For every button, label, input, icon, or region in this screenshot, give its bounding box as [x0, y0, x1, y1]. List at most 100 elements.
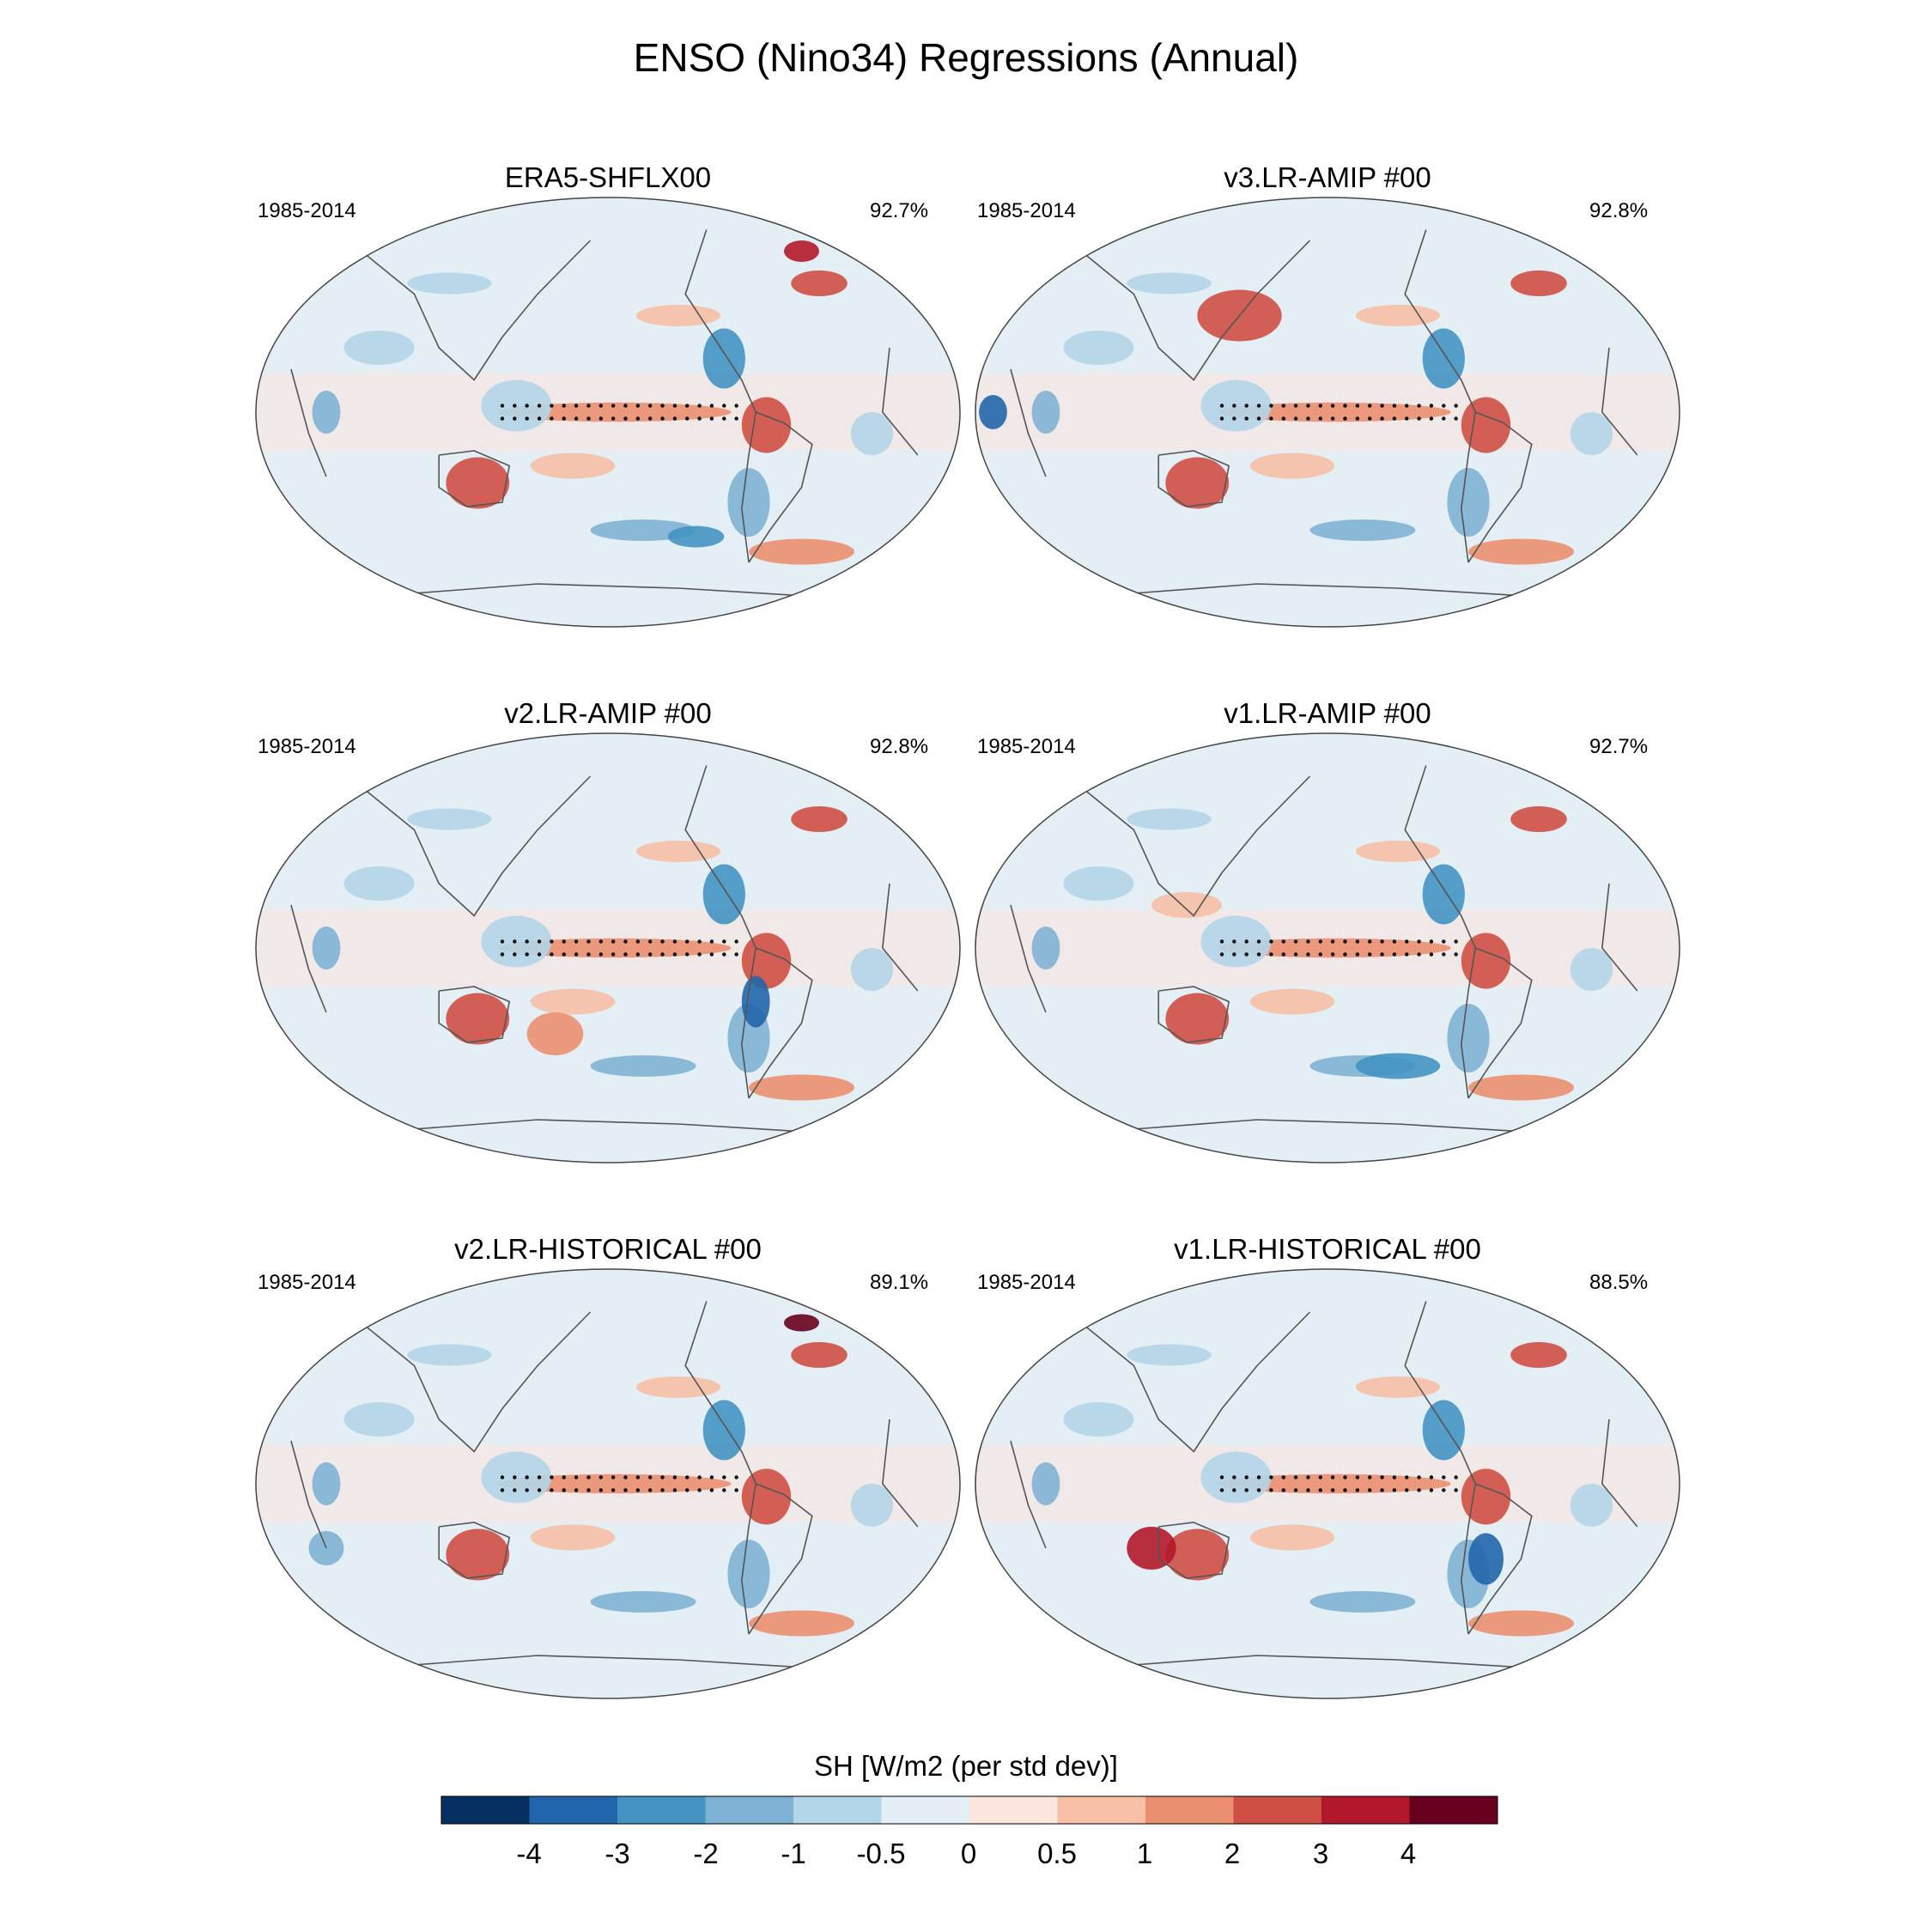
significance-dot — [1392, 952, 1397, 957]
significance-dot — [697, 1488, 702, 1492]
significance-dot — [598, 952, 603, 957]
coastline — [361, 775, 592, 917]
significance-dot — [1256, 952, 1261, 957]
anomaly-patch — [667, 526, 725, 548]
coastline — [1115, 1655, 1540, 1669]
significance-dot — [500, 1475, 505, 1479]
significance-dot — [660, 952, 665, 957]
significance-dot — [722, 404, 726, 408]
anomaly-patch — [791, 1342, 848, 1368]
significance-dot — [697, 1475, 702, 1479]
significance-dot — [648, 939, 653, 944]
significance-dot — [525, 1475, 529, 1479]
significance-dot — [1256, 1488, 1261, 1492]
colorbar-tick-label: -0.5 — [856, 1838, 906, 1869]
significance-dot — [1281, 1488, 1285, 1492]
significance-dot — [1417, 1475, 1421, 1479]
colorbar-tick-label: 2 — [1224, 1838, 1241, 1869]
significance-dot — [500, 404, 505, 408]
significance-dot — [1293, 939, 1298, 944]
significance-dot — [1281, 404, 1285, 408]
significance-dot — [1293, 416, 1298, 421]
significance-dot — [1330, 939, 1335, 944]
significance-dot — [611, 952, 616, 957]
significance-dot — [586, 1475, 591, 1479]
anomaly-patch — [1468, 1074, 1574, 1101]
significance-dot — [1318, 939, 1323, 944]
colorbar-segment — [529, 1796, 618, 1824]
panel-pct-6: 88.5% — [1589, 1271, 1649, 1294]
map-panel-5 — [255, 1268, 961, 1699]
anomaly-patch — [979, 395, 1007, 429]
colorbar-segment — [441, 1796, 530, 1824]
significance-dot — [1343, 404, 1347, 408]
anomaly-patch — [1151, 892, 1222, 918]
significance-dot — [574, 952, 579, 957]
significance-dot — [537, 404, 542, 408]
anomaly-patch — [446, 457, 510, 509]
significance-dot — [697, 952, 702, 957]
significance-dot — [1293, 1475, 1298, 1479]
significance-dot — [648, 416, 653, 421]
significance-dot — [1380, 952, 1384, 957]
significance-dot — [1306, 404, 1310, 408]
significance-dot — [672, 1475, 677, 1479]
significance-dot — [1368, 1475, 1372, 1479]
significance-dot — [1256, 939, 1261, 944]
anomaly-patch — [312, 391, 341, 434]
significance-dot — [1392, 1475, 1397, 1479]
anomaly-patch — [1570, 948, 1613, 991]
anomaly-patch — [530, 453, 616, 479]
significance-dot — [1244, 1475, 1249, 1479]
significance-dot — [697, 939, 702, 944]
map-panel-4 — [975, 732, 1680, 1163]
anomaly-patch — [791, 270, 848, 296]
significance-dot — [611, 404, 616, 408]
anomaly-patch — [784, 1314, 819, 1332]
anomaly-patch — [741, 975, 770, 1028]
significance-dot — [734, 1475, 738, 1479]
significance-dot — [586, 416, 591, 421]
coastline — [1404, 229, 1504, 424]
anomaly-patch — [1127, 1344, 1212, 1366]
significance-dot — [525, 1488, 529, 1492]
significance-dot — [562, 952, 566, 957]
significance-dot — [1232, 404, 1236, 408]
colorbar-tick-label: 0.5 — [1037, 1838, 1077, 1869]
significance-dot — [1232, 1488, 1236, 1492]
anomaly-patch — [1468, 538, 1574, 565]
significance-dot — [734, 1488, 738, 1492]
significance-dot — [1442, 939, 1446, 944]
significance-dot — [623, 952, 628, 957]
significance-dot — [1392, 416, 1397, 421]
significance-dot — [1293, 404, 1298, 408]
significance-dot — [500, 939, 505, 944]
figure-title: ENSO (Nino34) Regressions (Annual) — [633, 35, 1299, 80]
anomaly-patch — [749, 1074, 854, 1101]
panel-pct-4: 92.7% — [1589, 735, 1649, 758]
significance-dot — [1318, 1475, 1323, 1479]
map-border — [975, 1268, 1680, 1699]
significance-dot — [611, 1488, 616, 1492]
anomaly-patch — [1510, 270, 1567, 296]
panel-period-4: 1985-2014 — [977, 735, 1076, 758]
anomaly-patch — [741, 397, 792, 453]
map-panel-1 — [255, 197, 961, 628]
coastline — [361, 1311, 592, 1453]
significance-dot — [550, 1488, 554, 1492]
significance-dot — [672, 404, 677, 408]
colorbar-tick-label: -2 — [693, 1838, 719, 1869]
panel-title-6: v1.LR-HISTORICAL #00 — [1174, 1233, 1481, 1265]
anomaly-patch — [1218, 402, 1451, 422]
anomaly-patch — [702, 328, 745, 389]
significance-dot — [1454, 952, 1458, 957]
significance-dot — [513, 939, 517, 944]
anomaly-patch — [343, 1402, 415, 1437]
significance-dot — [1244, 404, 1249, 408]
colorbar-segment — [1321, 1796, 1410, 1824]
significance-dot — [586, 939, 591, 944]
map-border — [255, 197, 961, 628]
significance-dot — [1442, 1488, 1446, 1492]
significance-dot — [513, 1488, 517, 1492]
significance-dot — [513, 1475, 517, 1479]
